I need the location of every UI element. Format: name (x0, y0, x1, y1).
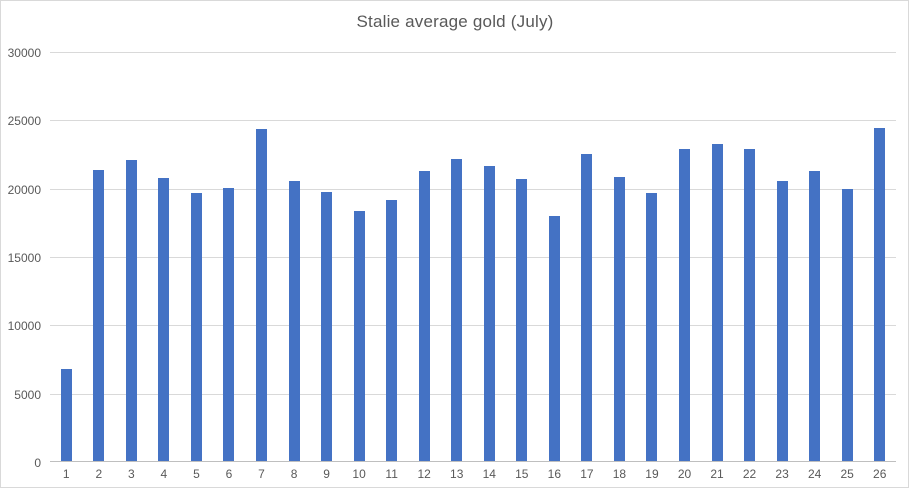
x-tick-label: 16 (547, 467, 562, 481)
x-tick-label: 11 (385, 467, 398, 481)
bar (418, 171, 430, 461)
x-tick-label: 20 (677, 467, 692, 481)
bar (353, 210, 365, 461)
bar (321, 191, 333, 461)
x-tick-label: 9 (323, 467, 330, 481)
y-gridline (50, 120, 896, 122)
x-tick-label: 3 (128, 467, 135, 481)
bar (776, 180, 788, 461)
x-axis-line (50, 461, 896, 462)
chart-title: Stalie average gold (July) (356, 12, 554, 31)
y-gridline (50, 257, 896, 258)
bar (288, 180, 300, 461)
x-tick-label: 13 (450, 467, 464, 481)
y-gridline (50, 52, 896, 53)
y-gridline (50, 188, 896, 190)
bar (125, 160, 137, 461)
bar (93, 169, 105, 461)
x-tick-label: 25 (840, 467, 854, 481)
bar (581, 153, 593, 461)
x-tick-label: 18 (612, 467, 627, 481)
bar (744, 149, 756, 461)
x-tick-label: 19 (645, 467, 659, 481)
y-tick-label: 0 (34, 456, 41, 470)
bar (256, 128, 267, 461)
bar (451, 158, 463, 461)
x-tick-label: 6 (225, 467, 233, 481)
x-tick-label: 10 (352, 467, 366, 481)
x-tick-label: 1 (62, 467, 70, 481)
bar (646, 193, 658, 461)
x-tick-label: 21 (710, 467, 724, 481)
bar (516, 179, 528, 461)
bar (60, 369, 72, 461)
x-tick-label: 23 (775, 467, 789, 481)
plot-area (50, 52, 896, 462)
y-tick-label: 10000 (7, 319, 41, 334)
y-tick-label: 20000 (7, 182, 41, 197)
bar (483, 165, 495, 461)
bar (386, 199, 398, 461)
x-tick-label: 2 (95, 467, 103, 481)
bar (809, 171, 821, 461)
x-tick-label: 7 (258, 467, 265, 481)
bar (223, 187, 235, 461)
x-tick-label: 17 (580, 467, 594, 481)
bar (841, 189, 853, 461)
x-tick-label: 26 (873, 467, 887, 481)
y-tick-label: 5000 (14, 387, 41, 402)
bar (711, 143, 723, 461)
y-tick-label: 15000 (7, 251, 41, 265)
x-tick-label: 5 (193, 467, 200, 481)
bar (613, 176, 625, 461)
x-tick-label: 12 (417, 467, 431, 481)
y-tick-label: 25000 (7, 114, 41, 129)
y-gridline (50, 393, 896, 395)
bar (679, 149, 690, 461)
bar (190, 193, 202, 461)
y-tick-label: 30000 (7, 46, 41, 60)
x-tick-label: 24 (807, 467, 822, 481)
x-tick-label: 8 (290, 467, 298, 481)
bar (874, 127, 886, 461)
bar (158, 178, 170, 461)
bar (548, 216, 560, 461)
x-tick-label: 14 (482, 467, 496, 481)
x-tick-label: 15 (515, 467, 529, 481)
y-gridline (50, 325, 896, 327)
x-tick-label: 22 (742, 467, 757, 481)
x-tick-label: 4 (160, 467, 168, 481)
